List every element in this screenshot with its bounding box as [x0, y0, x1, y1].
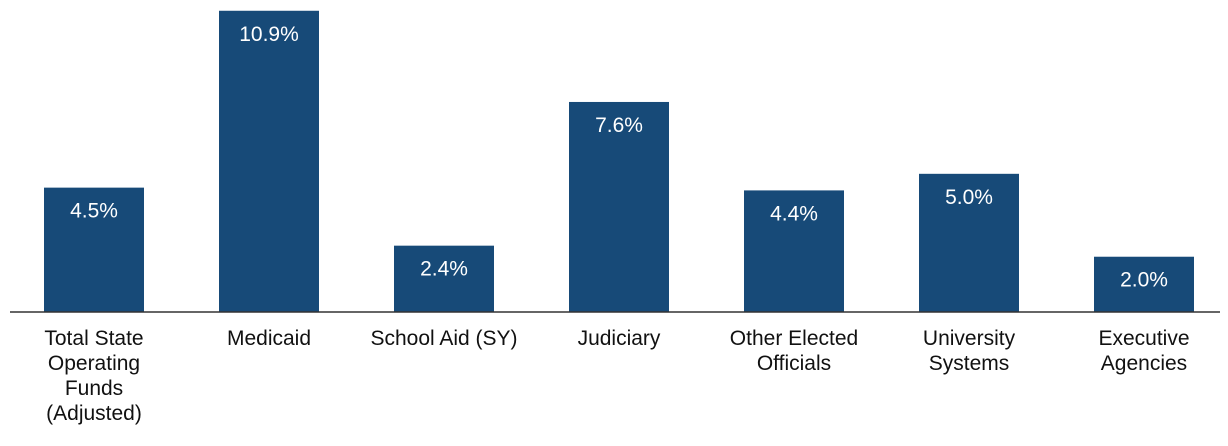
- category-label-7: Executive Agencies: [1098, 327, 1189, 375]
- bar-value-label-7: 2.0%: [1120, 269, 1168, 292]
- bars-layer: 4.5% 10.9% 2.4% 7.6% 4.4% 5.0% 2.0%: [44, 10, 1194, 312]
- bar-value-label-6: 5.0%: [945, 186, 993, 209]
- bar-value-label-4: 7.6%: [595, 114, 643, 137]
- bar-2: [219, 10, 319, 312]
- bar-4: [569, 101, 669, 312]
- bar-6: [919, 173, 1019, 312]
- category-label-line: Judiciary: [578, 327, 661, 350]
- bar-7: [1094, 256, 1194, 312]
- category-label-line: University: [923, 327, 1016, 350]
- category-label-line: Officials: [757, 352, 831, 375]
- category-label-line: (Adjusted): [46, 402, 142, 425]
- category-label-line: Operating: [48, 352, 140, 375]
- category-label-line: Other Elected: [730, 327, 858, 350]
- category-label-5: Other Elected Officials: [730, 327, 858, 375]
- bar-3: [394, 245, 494, 312]
- bar-value-label-1: 4.5%: [70, 200, 118, 223]
- bar-5: [744, 190, 844, 312]
- bar-value-label-2: 10.9%: [239, 23, 299, 46]
- category-label-6: University Systems: [923, 327, 1016, 375]
- bar-1: [44, 187, 144, 312]
- category-label-4: Judiciary: [578, 327, 661, 350]
- category-label-line: School Aid (SY): [370, 327, 517, 350]
- category-label-line: Total State: [44, 327, 143, 350]
- category-label-3: School Aid (SY): [370, 327, 517, 350]
- category-label-line: Executive: [1098, 327, 1189, 350]
- category-label-2: Medicaid: [227, 327, 311, 350]
- category-label-line: Medicaid: [227, 327, 311, 350]
- category-label-line: Funds: [65, 377, 123, 400]
- category-label-line: Agencies: [1101, 352, 1187, 375]
- category-label-line: Systems: [929, 352, 1010, 375]
- bar-value-label-3: 2.4%: [420, 258, 468, 281]
- category-labels-layer: Total State Operating Funds (Adjusted) Medic…: [44, 327, 1189, 425]
- bar-value-label-5: 4.4%: [770, 202, 818, 225]
- category-label-1: Total State Operating Funds (Adjusted): [44, 327, 143, 425]
